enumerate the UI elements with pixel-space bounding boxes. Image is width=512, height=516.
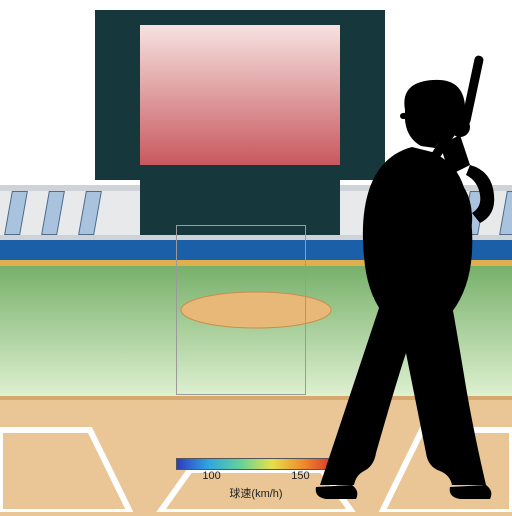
strike-zone: [176, 225, 306, 395]
batter-silhouette: [300, 55, 512, 505]
pitch-location-scene: 100150 球速(km/h): [0, 0, 512, 512]
